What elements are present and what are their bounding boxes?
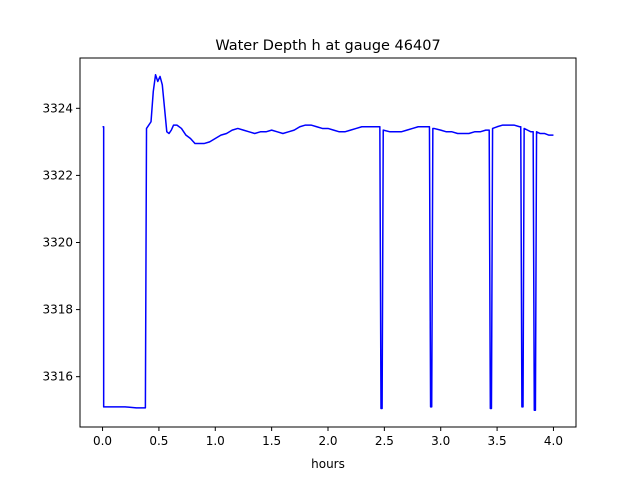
y-tick-label: 3324 bbox=[42, 101, 73, 115]
x-tick-label: 3.0 bbox=[431, 434, 450, 448]
y-tick-label: 3316 bbox=[42, 370, 73, 384]
chart-title: Water Depth h at gauge 46407 bbox=[215, 38, 440, 54]
x-tick-label: 1.0 bbox=[206, 434, 225, 448]
y-tick-label: 3322 bbox=[42, 168, 73, 182]
x-tick-label: 2.0 bbox=[318, 434, 337, 448]
x-tick-label: 0.5 bbox=[149, 434, 168, 448]
series-layer bbox=[102, 74, 554, 411]
x-tick-label: 2.5 bbox=[375, 434, 394, 448]
axes-layer: 0.0 0.5 1.0 1.5 2.0 2.5 3.0 3.5 4.0 3316 3318 3320 3… bbox=[42, 57, 577, 448]
y-tick-label: 3320 bbox=[42, 236, 73, 250]
x-tick-label: 0.0 bbox=[93, 434, 112, 448]
series-line-0 bbox=[102, 74, 554, 411]
y-tick-label: 3318 bbox=[42, 303, 73, 317]
x-tick-label: 3.5 bbox=[488, 434, 507, 448]
x-tick-label: 4.0 bbox=[544, 434, 563, 448]
x-axis-label: hours bbox=[311, 457, 345, 471]
x-tick-label: 1.5 bbox=[262, 434, 281, 448]
